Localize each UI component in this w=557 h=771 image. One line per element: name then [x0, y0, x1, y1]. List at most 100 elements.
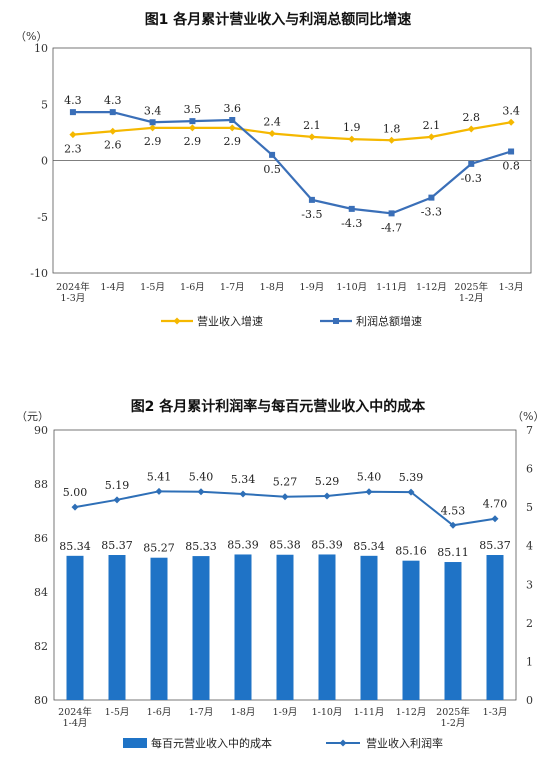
chart2-cost-label: 85.37 [101, 539, 133, 552]
chart1-profit-label: -4.7 [381, 221, 402, 234]
chart2-margin-point [491, 515, 499, 523]
chart1-profit-point [508, 148, 515, 155]
chart2-cost-label: 85.39 [227, 538, 259, 551]
chart1-profit-label: 0.5 [263, 163, 281, 176]
chart2-x-tick: 1-10月 [312, 707, 343, 718]
chart1-revenue-point [507, 118, 515, 126]
chart1-profit-point [348, 205, 355, 212]
chart2-cost-bar [360, 555, 378, 700]
chart1-profit-point [269, 151, 276, 158]
chart1-profit-point [149, 119, 156, 126]
chart1-legend: 营业收入增速 利润总额增速 [161, 314, 422, 328]
chart1-profit-label: 4.3 [64, 94, 82, 107]
chart2-cost-bar [486, 555, 504, 700]
chart2-cost-label: 85.38 [269, 539, 301, 552]
chart1-profit-label: 4.3 [104, 94, 122, 107]
chart1-revenue-point [348, 135, 356, 143]
chart2-right-unit: （%） [512, 410, 544, 423]
chart1-profit-point [69, 109, 76, 116]
chart1-y-tick: 10 [34, 42, 48, 55]
chart2-cost-bar [66, 555, 84, 700]
chart1-revenue-point [228, 124, 236, 132]
chart1-revenue-point [308, 133, 316, 141]
chart1-x-tick: 1-5月 [140, 282, 165, 293]
chart1-profit-point [428, 194, 435, 201]
chart2-right-y-tick: 4 [526, 540, 533, 553]
chart2-cost-bar [402, 560, 420, 700]
chart2-cost-bar [276, 554, 294, 700]
chart1-revenue-point [467, 125, 475, 133]
chart1-revenue-point [388, 136, 396, 144]
chart1-revenue-point [109, 127, 117, 135]
chart1-y-tick: 0 [41, 155, 48, 168]
chart2-margin-point [449, 521, 457, 529]
chart2: 图2 各月累计利润率与每百元营业收入中的成本 （元） （%） 90 88 86 84 8… [16, 398, 544, 750]
chart1-profit-label: 3.6 [224, 102, 242, 115]
chart1-profit-point [308, 196, 315, 203]
chart1-x-tick: 1-12月 [416, 282, 447, 293]
chart2-title: 图2 各月累计利润率与每百元营业收入中的成本 [131, 398, 427, 415]
chart1-revenue-point [188, 124, 196, 132]
chart2-margin-label: 4.70 [483, 498, 508, 511]
chart1-y-tick: -10 [30, 267, 48, 280]
chart2-margin-point [197, 488, 205, 496]
chart1-profit-label: 3.4 [144, 104, 162, 117]
chart2-left-y-tick: 88 [34, 478, 48, 491]
chart1-profit-point [189, 118, 196, 125]
chart2-cost-label: 85.37 [479, 539, 511, 552]
chart2-margin-point [155, 487, 163, 495]
chart1-revenue-label: 3.4 [502, 104, 520, 117]
chart1-x-tick: 1-7月 [220, 282, 245, 293]
chart2-x-tick: 2024年 1-4月 [58, 706, 92, 729]
chart2-legend-margin-marker [339, 739, 347, 747]
chart1-profit-label: 0.8 [502, 160, 520, 173]
chart2-right-y-tick: 3 [526, 578, 533, 591]
chart2-x-tick: 1-5月 [105, 707, 130, 718]
chart2-x-tick: 2025年 1-2月 [436, 706, 470, 729]
chart1-revenue-line [72, 121, 512, 142]
chart1-revenue-point [149, 124, 157, 132]
chart1-profit-label: -4.3 [341, 217, 362, 230]
chart2-cost-label: 85.16 [395, 545, 427, 558]
chart2-x-tick: 1-6月 [147, 707, 172, 718]
chart1-legend-profit-label: 利润总额增速 [356, 314, 422, 328]
chart1-x-tick: 2025年 1-2月 [454, 281, 488, 304]
chart1-legend-revenue-label: 营业收入增速 [197, 314, 263, 328]
chart1-revenue-label: 2.9 [224, 135, 242, 148]
chart1-x-tick: 1-9月 [300, 282, 325, 293]
chart2-x-tick: 1-7月 [189, 707, 214, 718]
chart1-profit-label: 3.5 [184, 103, 202, 116]
chart1-revenue-label: 2.4 [263, 116, 281, 129]
chart1-revenue-label: 1.9 [343, 121, 361, 134]
chart2-x-tick: 1-11月 [354, 707, 385, 718]
chart1-y-tick: 5 [41, 98, 48, 111]
chart1-x-tick: 1-4月 [100, 282, 125, 293]
chart2-left-y-tick: 90 [34, 424, 48, 437]
chart1-revenue-label: 2.8 [463, 111, 481, 124]
chart2-margin-point [365, 488, 373, 496]
chart2-margin-label: 5.19 [105, 479, 130, 492]
chart2-margin-point [113, 496, 121, 504]
chart2-left-y-tick: 86 [34, 532, 48, 545]
chart1-revenue-point [69, 131, 77, 139]
chart2-cost-bar [234, 554, 252, 700]
chart2-margin-label: 5.39 [399, 471, 424, 484]
chart2-margin-point [281, 493, 289, 501]
chart1-x-tick: 2024年 1-3月 [56, 281, 90, 304]
chart2-left-y-tick: 84 [34, 586, 48, 599]
chart1-profit-point [229, 117, 236, 123]
chart2-legend: 每百元营业收入中的成本 营业收入利润率 [123, 736, 443, 750]
chart1-profit-point [109, 109, 116, 116]
chart1-revenue-label: 2.6 [104, 138, 122, 151]
chart2-legend-margin-label: 营业收入利润率 [366, 736, 443, 750]
chart1-revenue-label: 2.3 [64, 143, 82, 156]
chart2-legend-cost-label: 每百元营业收入中的成本 [151, 736, 272, 750]
chart2-right-y-tick: 0 [526, 694, 533, 707]
chart1-legend-revenue-marker [173, 317, 181, 325]
chart1-revenue-point [427, 133, 435, 141]
chart1-profit-label: -0.3 [461, 172, 482, 185]
chart1-x-tick: 1-11月 [376, 282, 407, 293]
chart1-revenue-label: 1.8 [383, 122, 401, 135]
chart1-y-tick: -5 [37, 211, 48, 224]
